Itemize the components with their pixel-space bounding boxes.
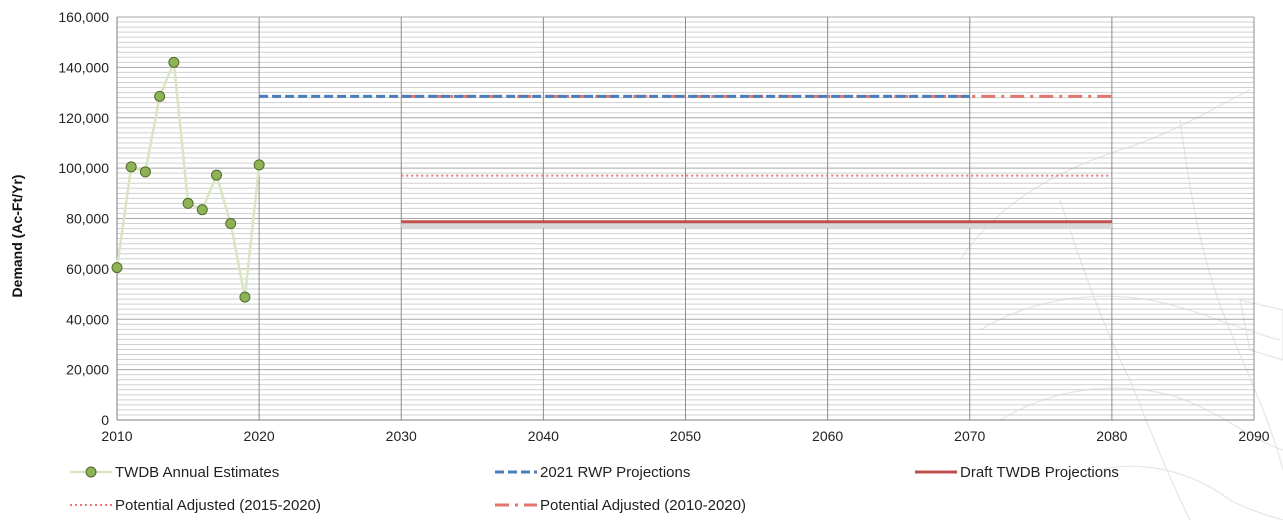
series-layer — [111, 56, 1112, 303]
axes — [116, 17, 1254, 421]
twdb-annual-estimate-point — [125, 161, 137, 173]
x-tick-label: 2060 — [812, 428, 843, 444]
y-tick-label: 140,000 — [58, 59, 109, 75]
twdb-annual-estimate-point — [239, 291, 251, 303]
twdb-annual-estimate-point — [111, 262, 123, 274]
x-tick-label: 2070 — [954, 428, 985, 444]
legend: TWDB Annual Estimates 2021 RWP Projection… — [70, 464, 1119, 514]
twdb-annual-estimate-point — [154, 90, 166, 102]
y-tick-label: 120,000 — [58, 110, 109, 126]
twdb-annual-estimate-point — [139, 166, 151, 178]
map-outline-path — [979, 295, 1281, 341]
map-outline-path — [959, 89, 1251, 261]
x-tick-label: 2040 — [528, 428, 559, 444]
y-tick-label: 80,000 — [66, 211, 109, 227]
grid — [116, 16, 1255, 421]
legend-label: Potential Adjusted (2010-2020) — [540, 497, 746, 514]
twdb-annual-estimate-point — [253, 159, 265, 171]
legend-label: TWDB Annual Estimates — [115, 464, 279, 481]
tick-labels: 0 20,000 40,000 60,000 80,000 100,000 120,000 1… — [58, 9, 1269, 444]
twdb-annual-estimate-point — [225, 218, 237, 230]
x-tick-label: 2050 — [670, 428, 701, 444]
legend-label: Draft TWDB Projections — [960, 464, 1119, 481]
twdb-annual-estimate-point — [196, 204, 208, 216]
y-tick-label: 60,000 — [66, 261, 109, 277]
legend-label: 2021 RWP Projections — [540, 464, 690, 481]
map-outline-path — [1179, 119, 1283, 471]
y-tick-label: 0 — [101, 412, 109, 428]
x-tick-label: 2030 — [386, 428, 417, 444]
map-outline-path — [1099, 465, 1283, 520]
y-tick-label: 40,000 — [66, 311, 109, 327]
twdb-annual-estimate-point — [168, 56, 180, 68]
twdb-annual-estimate-point — [182, 197, 194, 209]
x-tick-label: 2090 — [1238, 428, 1269, 444]
x-tick-label: 2020 — [244, 428, 275, 444]
legend-label: Potential Adjusted (2015-2020) — [115, 497, 321, 514]
y-tick-label: 100,000 — [58, 160, 109, 176]
twdb-annual-estimate-point — [210, 169, 222, 181]
x-tick-label: 2080 — [1096, 428, 1127, 444]
background-map — [959, 89, 1283, 520]
map-outline-path — [1239, 299, 1283, 361]
legend-marker-twdb-annual-estimates — [85, 466, 97, 478]
y-tick-label: 20,000 — [66, 362, 109, 378]
y-axis-label: Demand (Ac-Ft/Yr) — [9, 175, 25, 298]
x-tick-label: 2010 — [101, 428, 132, 444]
y-tick-label: 160,000 — [58, 9, 109, 25]
